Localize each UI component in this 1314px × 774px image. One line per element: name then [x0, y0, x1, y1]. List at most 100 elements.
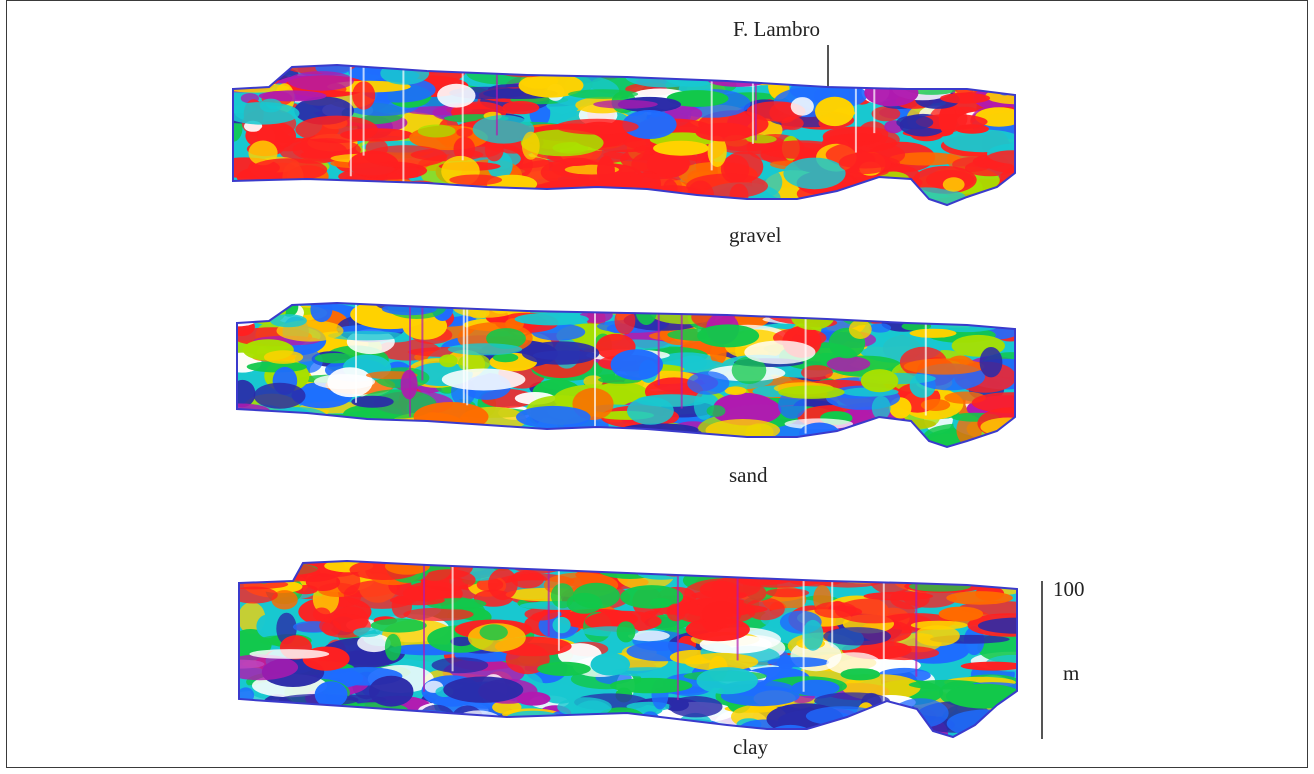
- fill-blob: [456, 127, 473, 138]
- fill-blob: [609, 677, 693, 694]
- fill-blob: [559, 157, 593, 166]
- fill-blob: [572, 582, 620, 609]
- fill-blob: [239, 561, 289, 579]
- well-streak: [754, 65, 757, 141]
- fill-blob: [389, 595, 445, 606]
- fill-blob: [701, 600, 742, 628]
- fill-blob: [902, 561, 954, 574]
- fill-blob: [460, 721, 538, 737]
- fill-blob: [815, 96, 855, 127]
- river-label: F. Lambro: [733, 17, 820, 41]
- fill-blob: [364, 145, 447, 168]
- fill-blob: [348, 65, 393, 84]
- fill-blob: [269, 314, 307, 328]
- fill-blob: [402, 312, 448, 340]
- fill-blob: [573, 720, 590, 737]
- fill-blob: [439, 354, 458, 368]
- fill-blob: [552, 616, 571, 634]
- fill-blob: [248, 140, 278, 166]
- fill-blob: [492, 353, 519, 363]
- fill-blob: [502, 101, 540, 115]
- fill-blob: [952, 157, 992, 172]
- fill-blob: [521, 341, 600, 365]
- fill-blob: [840, 668, 881, 681]
- fill-blob: [834, 598, 916, 624]
- fill-blob: [855, 723, 873, 737]
- well-streak: [751, 65, 754, 144]
- clay-outline: [238, 559, 1018, 739]
- fill-blob: [960, 661, 1017, 671]
- well-streak: [676, 561, 679, 701]
- fill-blob: [357, 709, 395, 728]
- fill-blob: [915, 113, 988, 130]
- fill-blob: [697, 324, 760, 348]
- well-streak: [924, 303, 927, 416]
- fill-blob: [583, 375, 603, 388]
- fill-blob: [627, 396, 674, 425]
- fill-blob: [797, 561, 881, 583]
- fill-blob: [258, 90, 327, 102]
- well-streak: [409, 303, 411, 417]
- fill-blob: [239, 727, 290, 736]
- fill-blob: [740, 561, 803, 571]
- fill-blob: [384, 633, 402, 661]
- fill-blob: [437, 83, 476, 108]
- fill-blob: [823, 627, 891, 646]
- fill-blob: [450, 636, 473, 647]
- fill-blob: [417, 124, 456, 138]
- well-streak: [657, 303, 660, 386]
- fill-blob: [910, 620, 968, 630]
- fill-blob: [590, 653, 631, 676]
- fill-blob: [357, 633, 391, 653]
- fill-blob: [450, 705, 485, 737]
- fill-blob: [627, 721, 705, 737]
- well-streak: [547, 561, 550, 637]
- fill-blob: [778, 385, 845, 399]
- fill-blob: [541, 684, 579, 704]
- fill-blob: [975, 574, 1015, 586]
- fill-blob: [889, 152, 961, 166]
- fill-blob: [636, 565, 687, 580]
- fill-blob: [744, 340, 816, 365]
- scale-unit: m: [1063, 661, 1080, 685]
- fill-blob: [253, 382, 306, 409]
- fill-blob: [479, 624, 508, 641]
- well-streak: [451, 561, 454, 672]
- well-streak: [804, 303, 807, 434]
- fill-blob: [869, 563, 915, 595]
- fill-blob: [381, 727, 455, 737]
- well-streak: [362, 65, 365, 156]
- fill-blob: [492, 700, 522, 714]
- fill-blob: [530, 731, 582, 737]
- fill-blob: [914, 625, 960, 647]
- fill-blob: [949, 561, 988, 572]
- fill-blob: [920, 399, 951, 411]
- fill-blob: [510, 570, 545, 589]
- fill-blob: [802, 619, 824, 651]
- fill-blob: [328, 331, 406, 341]
- fill-blob: [249, 649, 330, 659]
- fill-blob: [719, 562, 742, 575]
- fill-blob: [239, 714, 264, 730]
- fill-blob: [467, 727, 531, 737]
- fill-blob: [269, 714, 295, 731]
- fill-blob: [869, 707, 910, 737]
- fill-blob: [645, 561, 728, 569]
- fill-blob: [514, 312, 589, 326]
- fill-blob: [696, 667, 758, 695]
- fill-blob: [814, 601, 857, 619]
- scale-bar: [1041, 581, 1043, 739]
- fill-blob: [314, 353, 356, 364]
- well-streak: [882, 561, 885, 715]
- fill-blob: [525, 719, 563, 737]
- fill-blob: [860, 369, 899, 393]
- fill-blob: [823, 561, 857, 573]
- fill-blob: [569, 718, 638, 737]
- fill-blob: [328, 707, 388, 732]
- sand-label: sand: [729, 463, 768, 487]
- fill-blob: [979, 347, 1003, 378]
- fill-blob: [420, 569, 476, 591]
- fill-blob: [441, 368, 526, 391]
- fill-blob: [416, 729, 437, 737]
- fill-blob: [488, 568, 518, 601]
